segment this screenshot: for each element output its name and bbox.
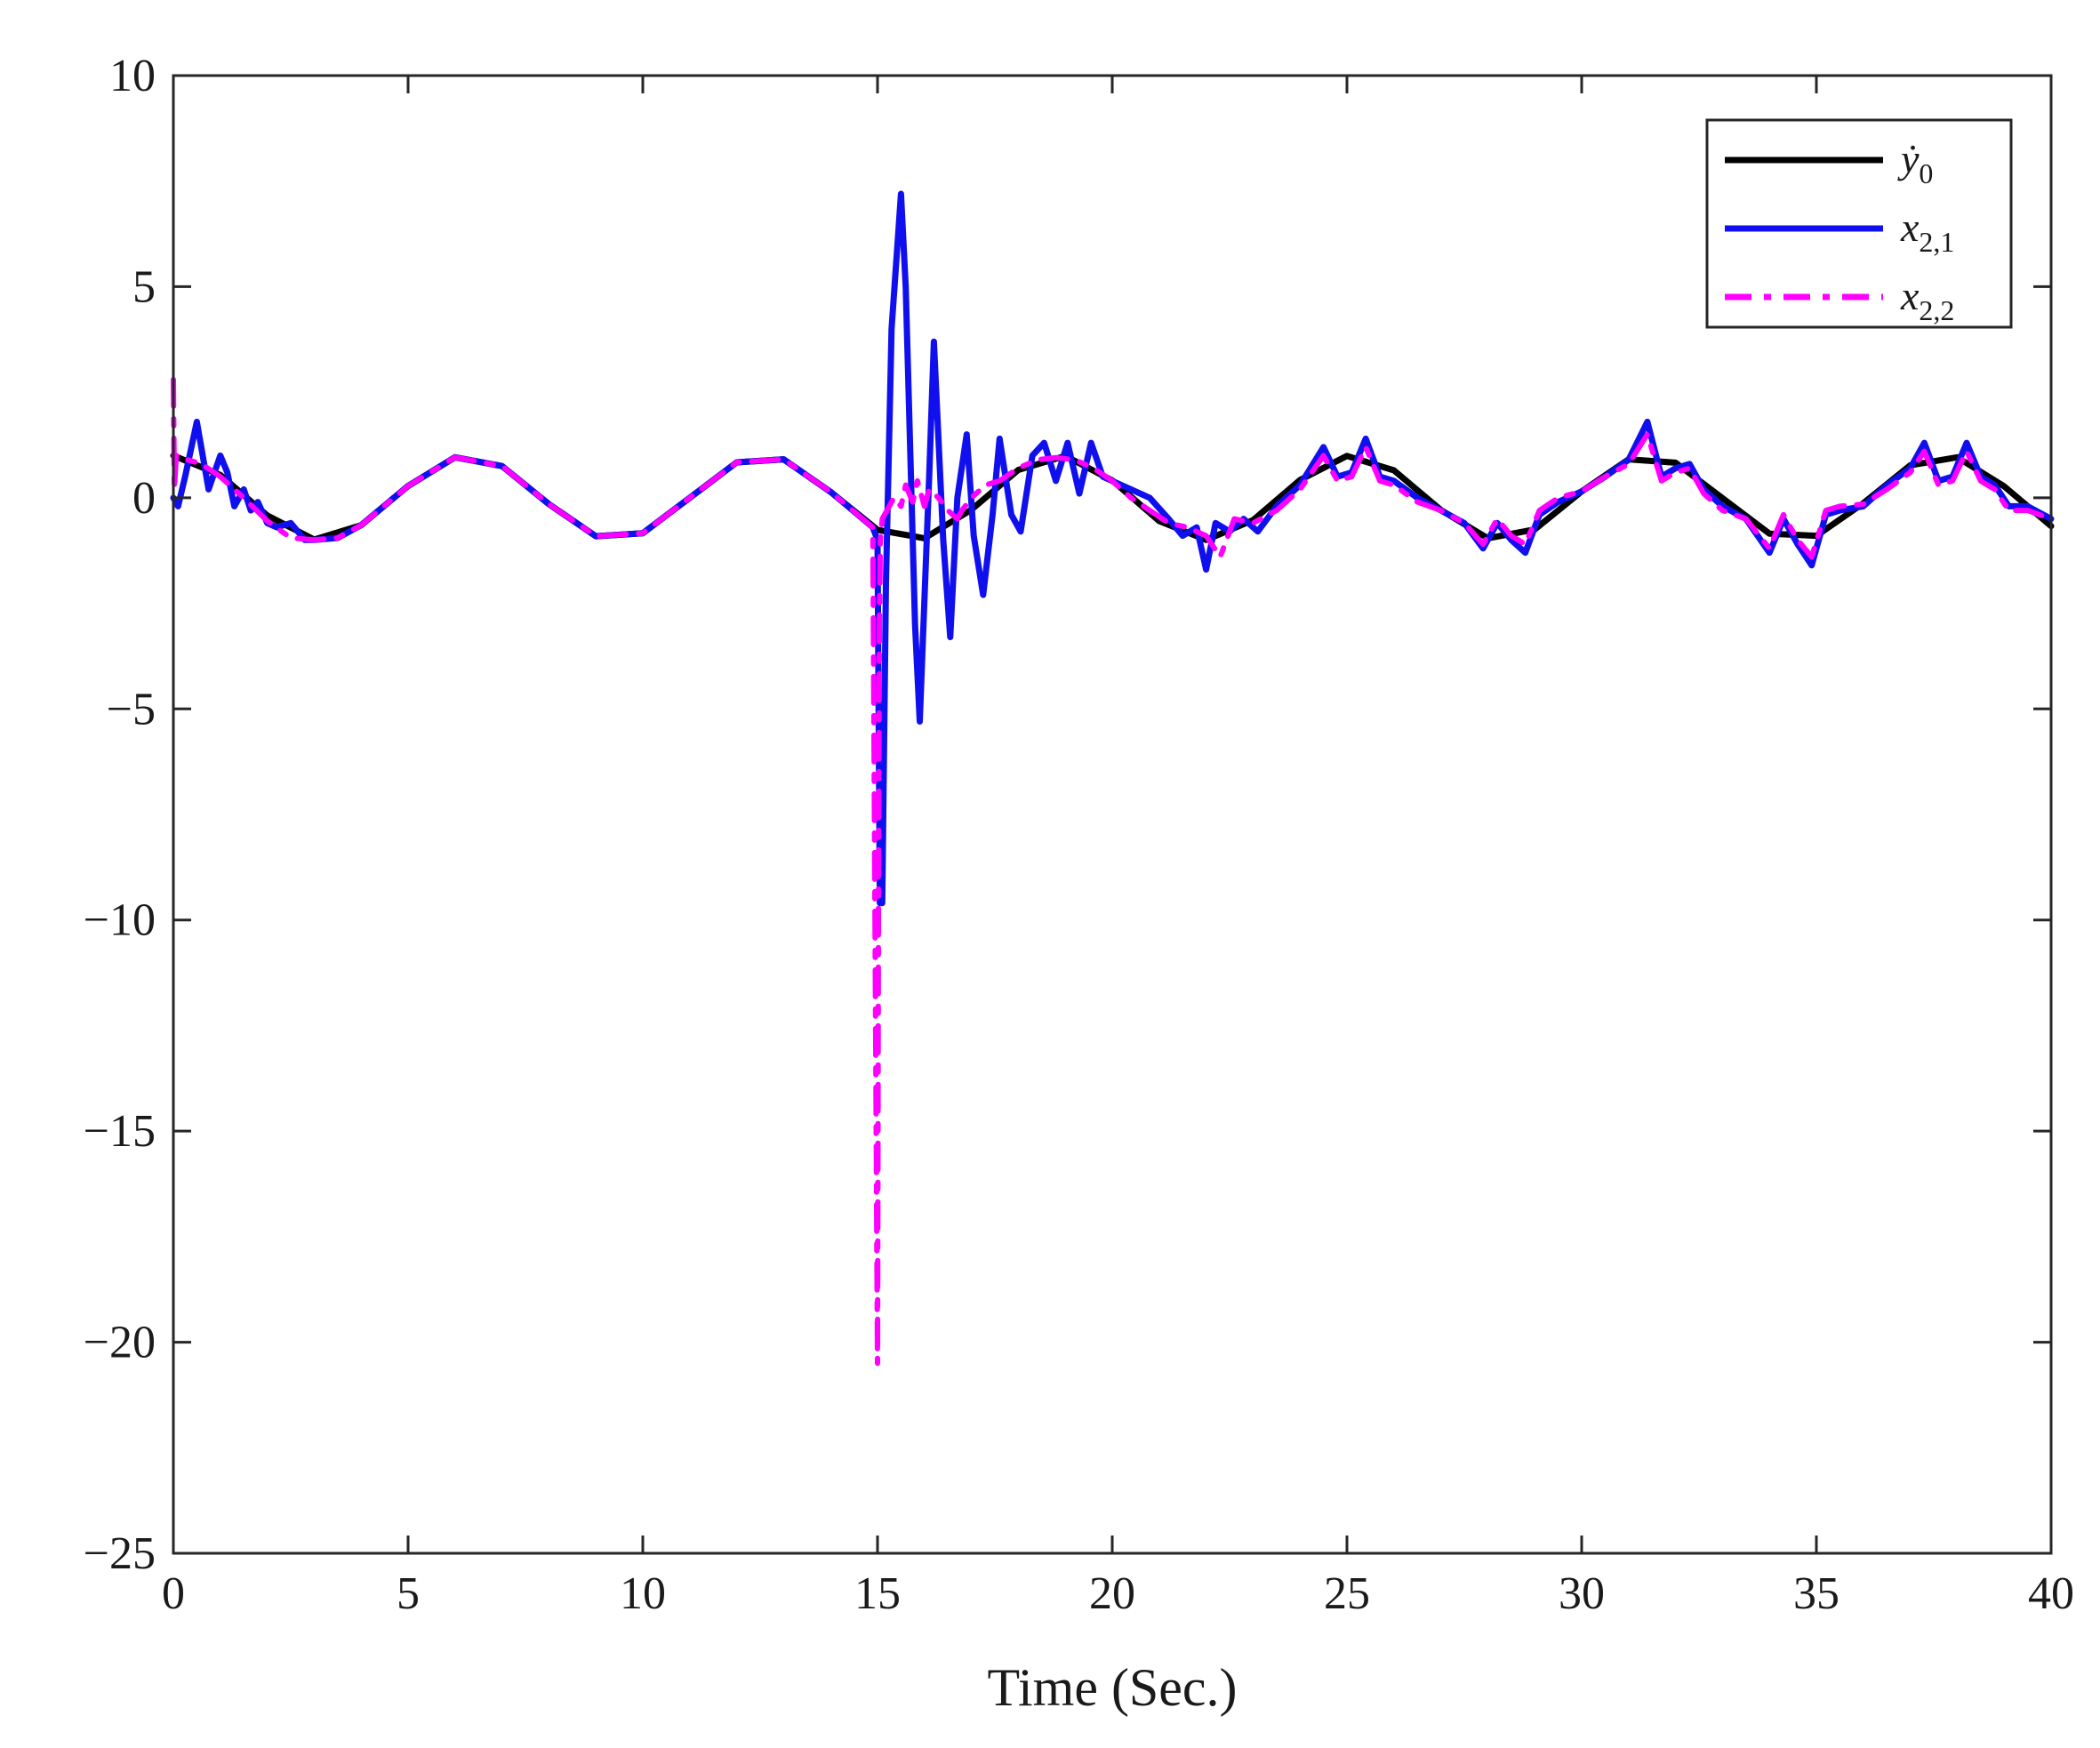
y-tick-label: 0 [132, 473, 156, 524]
y-tick-label: −25 [84, 1528, 156, 1579]
x-tick-label: 35 [1793, 1568, 1840, 1619]
x-axis-label: Time (Sec.) [987, 1658, 1237, 1717]
x-tick-label: 25 [1324, 1568, 1370, 1619]
x-tick-labels: 0 5 10 15 20 25 30 35 40 [162, 1568, 2074, 1619]
x-tick-label: 0 [162, 1568, 185, 1619]
plot-frame [172, 74, 2053, 1555]
x-tick-label: 40 [2028, 1568, 2074, 1619]
y-tick-label: 5 [132, 261, 156, 312]
legend: ẏ0 x2,1 x2,2 [1705, 118, 2013, 329]
y-tick-label: −10 [84, 895, 156, 946]
series-layer [170, 190, 2055, 1367]
x-tick-label: 5 [397, 1568, 420, 1619]
legend-box [1705, 118, 2013, 329]
y-tick-label: 10 [109, 51, 156, 101]
x-tick-label: 15 [854, 1568, 901, 1619]
x-tick-label: 20 [1089, 1568, 1135, 1619]
x-tick-label: 10 [620, 1568, 666, 1619]
y-tick-label: −20 [84, 1318, 156, 1368]
y-tick-label: −5 [107, 684, 156, 734]
legend-label-2: x2,1 [1900, 204, 1954, 258]
legend-items: ẏ0 x2,1 x2,2 [1725, 136, 1954, 326]
y-tick-label: −15 [84, 1106, 156, 1157]
legend-label-1: ẏ0 [1897, 136, 1933, 189]
series-line-3 [171, 376, 2054, 1367]
y-tick-labels: 10 5 0 −5 −10 −15 −20 −25 [84, 51, 156, 1579]
x-tick-label: 30 [1559, 1568, 1605, 1619]
legend-label-3: x2,2 [1900, 273, 1954, 326]
